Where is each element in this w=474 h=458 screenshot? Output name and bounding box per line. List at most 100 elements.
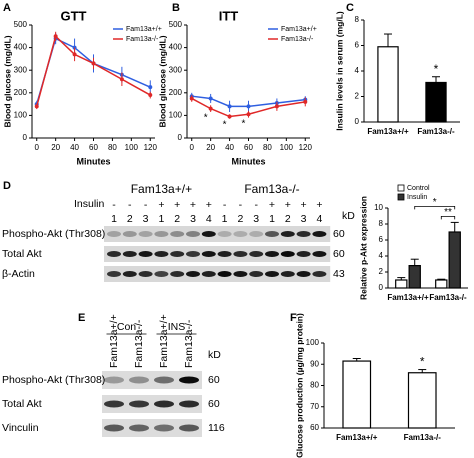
legend-label: Control xyxy=(407,185,430,192)
x-tick-label: 0 xyxy=(35,143,40,152)
y-tick-label: 80 xyxy=(310,381,319,390)
y-tick-label: 200 xyxy=(14,88,28,97)
band xyxy=(154,400,174,408)
band xyxy=(233,251,248,257)
y-tick-label: 400 xyxy=(14,43,28,52)
y-tick-label: 500 xyxy=(14,20,28,29)
treatment-sign: + xyxy=(269,199,275,211)
group-label: Fam13a+/+ xyxy=(131,182,192,196)
y-axis-label: Blood glucose (mg/dL) xyxy=(2,35,12,127)
panel-label: A xyxy=(3,2,11,14)
band xyxy=(179,424,199,432)
lane-number: 1 xyxy=(269,213,275,225)
band xyxy=(138,231,153,237)
treatment-sign: + xyxy=(206,199,212,211)
blot-strip xyxy=(104,226,331,242)
lane-number: 4 xyxy=(316,213,322,225)
point xyxy=(274,104,279,109)
point xyxy=(227,104,232,109)
x-tick-label: Fam13a+/+ xyxy=(367,127,409,136)
y-tick-label: 8 xyxy=(379,219,384,228)
x-tick-label: 20 xyxy=(206,143,215,152)
series-line xyxy=(191,97,306,118)
band xyxy=(170,251,185,257)
band xyxy=(296,251,311,257)
row-label: Total Akt xyxy=(2,398,42,410)
band xyxy=(186,271,200,277)
band xyxy=(201,231,216,237)
lane-number: 2 xyxy=(127,213,133,225)
band xyxy=(154,251,169,257)
x-tick-label: 40 xyxy=(225,143,234,152)
x-tick-label: 120 xyxy=(299,143,313,152)
blot-strip xyxy=(102,419,202,437)
bar xyxy=(435,279,448,289)
band xyxy=(233,271,248,277)
treatment-sign: - xyxy=(112,199,116,211)
x-tick-label: 100 xyxy=(280,143,294,152)
lane-label: Fam13a-/- xyxy=(133,319,145,368)
bar xyxy=(395,279,408,289)
band xyxy=(154,424,174,432)
panel-label: E xyxy=(78,312,85,324)
y-axis-label: Relative p-Akt expression xyxy=(358,196,368,300)
legend-label: Fam13a-/- xyxy=(281,36,314,43)
point xyxy=(119,77,124,82)
band xyxy=(217,251,232,257)
band xyxy=(104,376,124,384)
band xyxy=(265,251,279,257)
point xyxy=(208,96,213,101)
band xyxy=(249,251,264,257)
kd-label: 60 xyxy=(333,248,345,260)
band xyxy=(265,271,279,277)
x-tick-label: Fam13a-/- xyxy=(417,127,455,136)
x-tick-label: Fam13a+/+ xyxy=(387,293,429,302)
kd-header: kD xyxy=(208,349,221,361)
bar xyxy=(425,81,447,123)
bar xyxy=(377,46,399,123)
treatment-sign: - xyxy=(144,199,148,211)
y-tick-label: 10 xyxy=(374,203,383,212)
band xyxy=(104,400,124,408)
y-axis-label: Insulin levels in serum (mg/L) xyxy=(334,11,344,131)
y-tick-label: 6 xyxy=(355,41,360,50)
band xyxy=(217,231,232,237)
y-tick-label: 100 xyxy=(306,338,320,347)
bracket xyxy=(414,206,456,210)
x-tick-label: 80 xyxy=(108,143,117,152)
band xyxy=(265,231,279,237)
point xyxy=(189,96,194,101)
band xyxy=(154,376,174,384)
lane-number: 3 xyxy=(190,213,196,225)
y-tick-label: 6 xyxy=(379,235,384,244)
x-tick-label: 0 xyxy=(190,143,195,152)
point xyxy=(34,104,39,109)
kd-header: kD xyxy=(342,210,355,222)
kd-label: 43 xyxy=(333,268,345,280)
chart-title: ITT xyxy=(219,8,239,23)
point xyxy=(148,93,153,98)
band xyxy=(107,271,121,277)
x-tick-label: 40 xyxy=(70,143,79,152)
x-tick-label: 120 xyxy=(144,143,158,152)
group-label: Fam13a-/- xyxy=(244,182,299,196)
lane-number: 1 xyxy=(111,213,117,225)
lane-label: Fam13a-/- xyxy=(183,319,195,368)
point xyxy=(208,106,213,111)
x-tick-label: 20 xyxy=(51,143,60,152)
point xyxy=(303,99,308,104)
x-tick-label: Fam13a-/- xyxy=(429,293,467,302)
lane-number: 1 xyxy=(222,213,228,225)
band xyxy=(201,251,216,257)
point xyxy=(91,61,96,66)
point xyxy=(72,52,77,57)
y-tick-label: 2 xyxy=(355,92,360,101)
legend-label: Fam13a+/+ xyxy=(281,26,317,33)
y-tick-label: 8 xyxy=(355,15,360,24)
blot-strip xyxy=(102,371,202,389)
kd-label: 60 xyxy=(333,228,345,240)
annotation: ** xyxy=(444,207,452,218)
y-tick-label: 200 xyxy=(169,88,183,97)
row-label: Total Akt xyxy=(2,248,42,260)
legend-swatch xyxy=(397,193,405,201)
